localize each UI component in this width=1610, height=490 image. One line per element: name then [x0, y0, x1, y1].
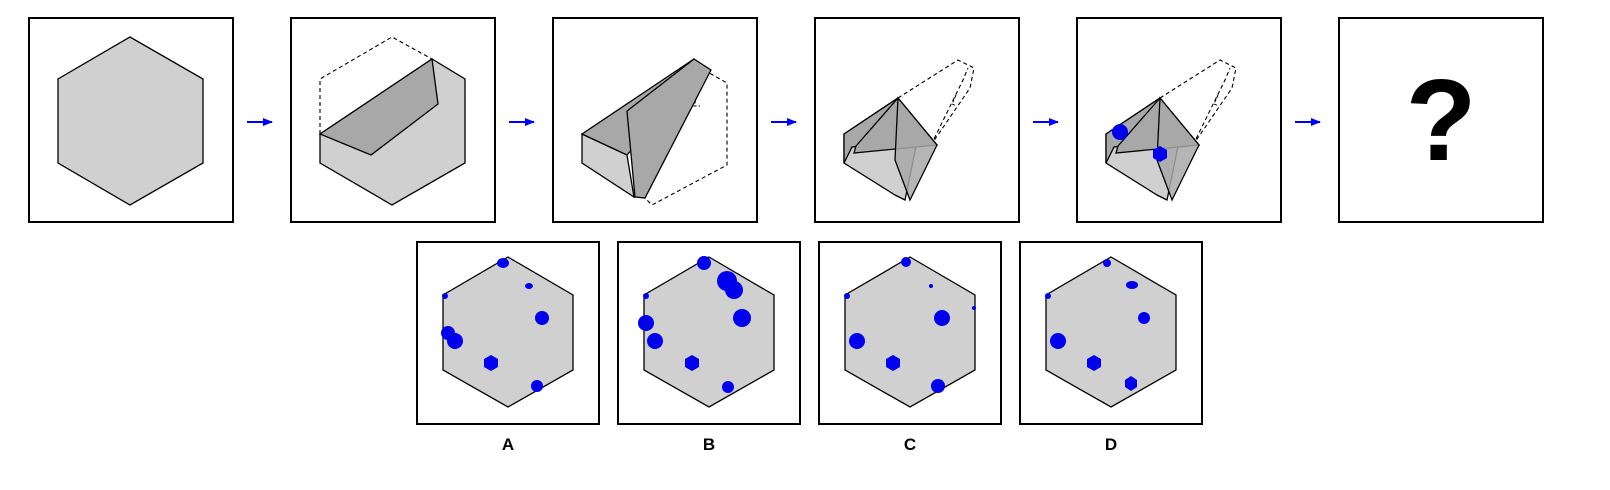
punched-hole	[1050, 333, 1066, 349]
punched-hole	[1125, 376, 1137, 391]
punched-hole	[849, 333, 865, 349]
fold-outline-dashed	[644, 69, 728, 206]
punched-hole	[442, 293, 448, 299]
folded-flap	[626, 58, 712, 199]
punched-hole	[725, 281, 743, 299]
punched-hole	[1103, 259, 1111, 267]
punched-hole	[535, 311, 549, 325]
punched-hole	[685, 355, 699, 371]
punched-hole	[1045, 293, 1051, 299]
punched-hole	[931, 379, 945, 393]
step-5-panel	[1076, 17, 1282, 223]
punched-hole	[638, 315, 654, 331]
punched-hole	[1126, 281, 1138, 289]
fold-outline-dashed	[319, 36, 433, 134]
question-panel: ?	[1338, 17, 1544, 223]
punched-hole	[643, 293, 649, 299]
punched-hole	[497, 258, 509, 268]
punched-hole	[929, 284, 933, 288]
step-1-panel	[28, 17, 234, 223]
option-b[interactable]: B	[617, 241, 801, 454]
punched-hole	[844, 293, 850, 299]
punched-hole	[1153, 146, 1167, 162]
folded-flap	[894, 96, 938, 202]
option-c[interactable]: C	[818, 241, 1002, 454]
punched-hole	[733, 309, 751, 327]
fold-outline-dashed	[1192, 67, 1231, 146]
option-label: B	[703, 435, 715, 454]
punched-hole	[901, 257, 911, 267]
punched-hole	[1138, 312, 1150, 324]
option-a[interactable]: A	[416, 241, 600, 454]
option-d[interactable]: D	[1019, 241, 1203, 454]
fold-outline-dashed	[930, 67, 969, 146]
punched-hole	[647, 333, 663, 349]
punched-hole	[531, 380, 543, 392]
punched-hole	[484, 355, 498, 371]
punched-hole	[972, 306, 976, 310]
step-3-panel	[552, 17, 758, 223]
option-label: D	[1105, 435, 1117, 454]
hexagon-paper	[57, 36, 204, 206]
option-label: C	[904, 435, 916, 454]
step-2-panel	[290, 17, 496, 223]
punched-hole	[697, 256, 711, 270]
option-label: A	[502, 435, 514, 454]
question-mark: ?	[1406, 55, 1477, 185]
punched-hole	[447, 333, 463, 349]
punched-hole	[525, 283, 533, 289]
punched-hole	[1087, 355, 1101, 371]
step-4-panel	[814, 17, 1020, 223]
punched-hole	[934, 310, 950, 326]
punched-hole	[722, 381, 734, 393]
folded-flap	[318, 57, 439, 156]
punched-hole	[886, 355, 900, 371]
folded-flap	[1156, 96, 1200, 202]
punched-hole	[1112, 124, 1128, 140]
